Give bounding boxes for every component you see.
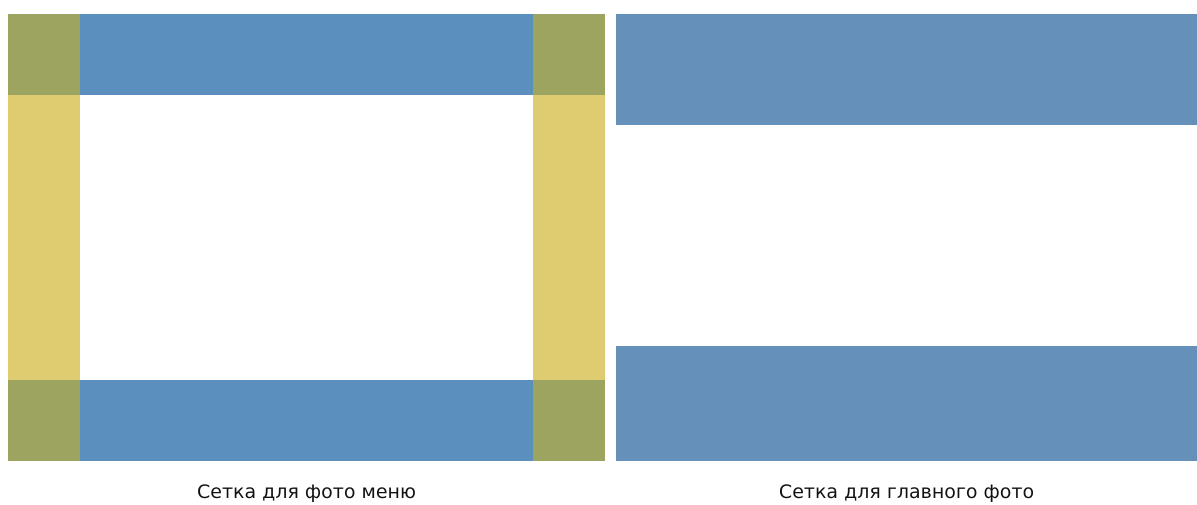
- menu-grid-band-bottom: [80, 380, 533, 461]
- menu-photo-grid: [8, 14, 605, 461]
- main-grid-center-area: [616, 125, 1197, 346]
- menu-grid-side-left: [8, 95, 80, 380]
- main-grid-caption: Сетка для главного фото: [778, 481, 1035, 503]
- menu-grid-center-area: [80, 95, 533, 380]
- menu-grid-corner-top-right: [533, 14, 605, 95]
- main-grid-band-bottom: [616, 346, 1197, 461]
- menu-grid-side-right: [533, 95, 605, 380]
- menu-grid-band-top: [80, 14, 533, 95]
- main-photo-grid: [616, 14, 1197, 461]
- menu-grid-corner-top-left: [8, 14, 80, 95]
- menu-grid-corner-bottom-left: [8, 380, 80, 461]
- main-grid-band-top: [616, 14, 1197, 125]
- menu-grid-corner-bottom-right: [533, 380, 605, 461]
- menu-grid-caption: Сетка для фото меню: [197, 481, 416, 503]
